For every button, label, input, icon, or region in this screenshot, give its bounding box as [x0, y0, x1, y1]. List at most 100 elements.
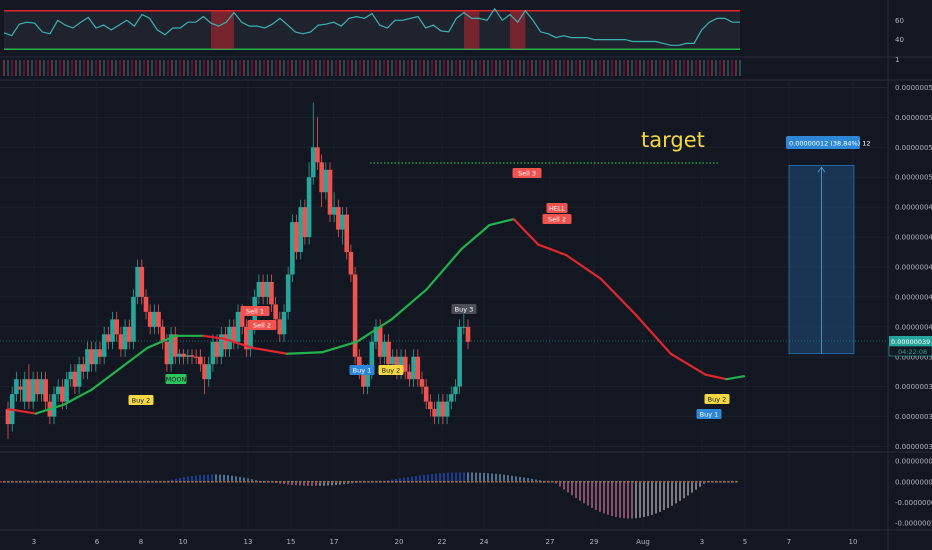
- candle[interactable]: [248, 326, 253, 350]
- candle[interactable]: [189, 355, 195, 357]
- candle[interactable]: [444, 401, 450, 417]
- candle[interactable]: [419, 379, 425, 387]
- candle[interactable]: [110, 319, 115, 342]
- rsi-pane[interactable]: [3, 7, 740, 50]
- candle[interactable]: [294, 222, 299, 253]
- candle[interactable]: [465, 326, 471, 342]
- candle[interactable]: [26, 379, 32, 402]
- signal-label[interactable]: MOON: [165, 374, 187, 384]
- candle[interactable]: [218, 334, 224, 357]
- candle[interactable]: [411, 356, 416, 380]
- candle[interactable]: [34, 379, 40, 395]
- candle[interactable]: [68, 371, 74, 380]
- candle[interactable]: [5, 409, 11, 425]
- rsi-line[interactable]: [3, 7, 740, 46]
- candle[interactable]: [22, 379, 28, 402]
- candle[interactable]: [428, 401, 433, 410]
- candle[interactable]: [85, 349, 90, 372]
- candle[interactable]: [193, 356, 199, 358]
- signal-label[interactable]: Sell 3: [512, 168, 542, 178]
- candle[interactable]: [76, 364, 82, 387]
- candle[interactable]: [89, 349, 94, 365]
- candle[interactable]: [97, 349, 103, 357]
- candle[interactable]: [72, 371, 78, 387]
- candle[interactable]: [181, 353, 186, 357]
- candle[interactable]: [398, 356, 404, 372]
- candle[interactable]: [402, 356, 408, 372]
- candle[interactable]: [231, 326, 237, 342]
- candle[interactable]: [114, 319, 120, 335]
- candle[interactable]: [80, 364, 86, 372]
- candle[interactable]: [394, 356, 400, 372]
- candle[interactable]: [51, 394, 57, 417]
- candle[interactable]: [323, 169, 329, 193]
- candle[interactable]: [168, 334, 174, 365]
- candle[interactable]: [436, 401, 442, 417]
- candle[interactable]: [30, 379, 36, 402]
- candle[interactable]: [160, 326, 166, 342]
- candle[interactable]: [122, 326, 128, 350]
- candle[interactable]: [344, 214, 350, 253]
- candle[interactable]: [131, 296, 136, 342]
- candle[interactable]: [281, 311, 287, 335]
- candle[interactable]: [352, 274, 358, 357]
- candle[interactable]: [223, 334, 228, 350]
- candle[interactable]: [361, 371, 366, 387]
- signal-label[interactable]: Buy 1: [696, 409, 722, 419]
- candle[interactable]: [457, 326, 462, 387]
- candle[interactable]: [156, 311, 161, 327]
- candle[interactable]: [377, 326, 383, 357]
- candle[interactable]: [106, 334, 111, 342]
- candle[interactable]: [373, 326, 379, 342]
- candle[interactable]: [448, 394, 454, 402]
- candle[interactable]: [227, 326, 232, 350]
- signal-label[interactable]: Buy 3: [451, 304, 477, 314]
- candle[interactable]: [43, 379, 48, 402]
- oscillator-pane[interactable]: [0, 472, 740, 519]
- candle[interactable]: [118, 334, 124, 350]
- candle[interactable]: [319, 162, 324, 193]
- candle[interactable]: [147, 311, 153, 327]
- candle[interactable]: [273, 304, 278, 320]
- candle[interactable]: [453, 386, 458, 395]
- candle[interactable]: [101, 334, 107, 357]
- signal-label[interactable]: Sell 1: [240, 306, 270, 316]
- candle[interactable]: [348, 252, 354, 275]
- candle[interactable]: [423, 386, 429, 402]
- candle[interactable]: [214, 341, 220, 357]
- candle[interactable]: [139, 266, 145, 297]
- candle[interactable]: [298, 207, 304, 253]
- candle[interactable]: [315, 147, 320, 163]
- candle[interactable]: [39, 379, 44, 395]
- candle[interactable]: [14, 379, 19, 395]
- signal-label[interactable]: Sell 2: [247, 320, 277, 330]
- signal-label[interactable]: Buy 2: [128, 395, 154, 405]
- candle[interactable]: [93, 349, 99, 365]
- candle[interactable]: [365, 371, 370, 387]
- candle[interactable]: [177, 353, 182, 357]
- candle[interactable]: [356, 356, 362, 372]
- candle[interactable]: [260, 281, 266, 297]
- candle[interactable]: [290, 222, 295, 275]
- candle[interactable]: [152, 311, 157, 327]
- candle[interactable]: [172, 334, 178, 357]
- candle[interactable]: [206, 364, 212, 380]
- candle[interactable]: [143, 296, 149, 312]
- candle[interactable]: [60, 386, 65, 402]
- candle[interactable]: [382, 341, 387, 357]
- candle[interactable]: [198, 356, 203, 365]
- candle[interactable]: [126, 326, 132, 342]
- price-pane[interactable]: Buy 2 MOON Sell 1 Sell 2 Buy 1 Buy 2 Buy 3 Sell…: [0, 102, 888, 440]
- candle[interactable]: [432, 409, 437, 417]
- candle[interactable]: [302, 207, 308, 238]
- candle[interactable]: [415, 356, 421, 380]
- candle[interactable]: [390, 356, 396, 365]
- signal-label[interactable]: Sell 2: [542, 214, 572, 224]
- candle[interactable]: [64, 379, 69, 402]
- candle[interactable]: [407, 371, 412, 380]
- candle[interactable]: [336, 207, 341, 230]
- signal-label[interactable]: Buy 1: [349, 365, 375, 375]
- candle[interactable]: [386, 341, 391, 365]
- candle[interactable]: [369, 341, 375, 372]
- candle[interactable]: [256, 281, 262, 297]
